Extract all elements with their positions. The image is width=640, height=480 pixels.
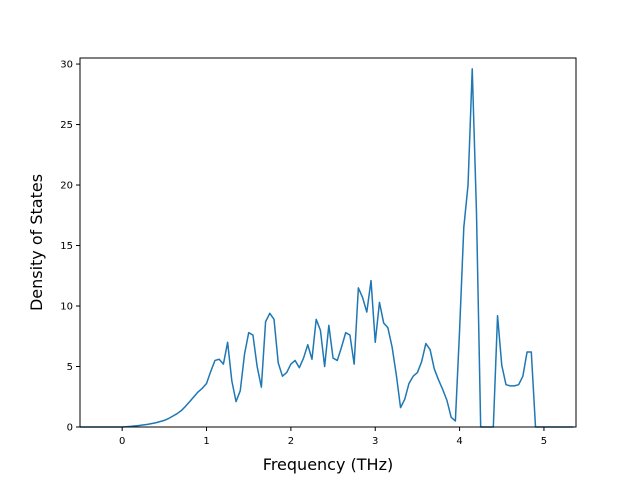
y-axis-label: Density of States: [27, 174, 46, 311]
x-tick-label: 2: [288, 436, 294, 447]
y-tick-label: 15: [60, 241, 73, 252]
plot-area: [80, 68, 574, 428]
y-tick-label: 25: [60, 120, 73, 131]
y-tick-label: 30: [60, 60, 73, 71]
x-axis-label: Frequency (THz): [263, 455, 393, 474]
y-tick-label: 0: [67, 423, 73, 434]
plot-frame: [79, 57, 577, 428]
x-tick-label: 1: [203, 436, 209, 447]
x-axis: 0 1 2 3 4 5: [119, 427, 547, 447]
x-tick-label: 4: [456, 436, 462, 447]
y-axis: 0 5 10 15 20 25 30: [60, 60, 80, 434]
y-tick-label: 5: [67, 362, 73, 373]
y-tick-label: 20: [60, 181, 73, 192]
y-tick-label: 10: [60, 302, 73, 313]
x-tick-label: 3: [372, 436, 378, 447]
series-line-0: [80, 68, 574, 428]
x-tick-label: 5: [541, 436, 547, 447]
x-tick-label: 0: [119, 436, 125, 447]
